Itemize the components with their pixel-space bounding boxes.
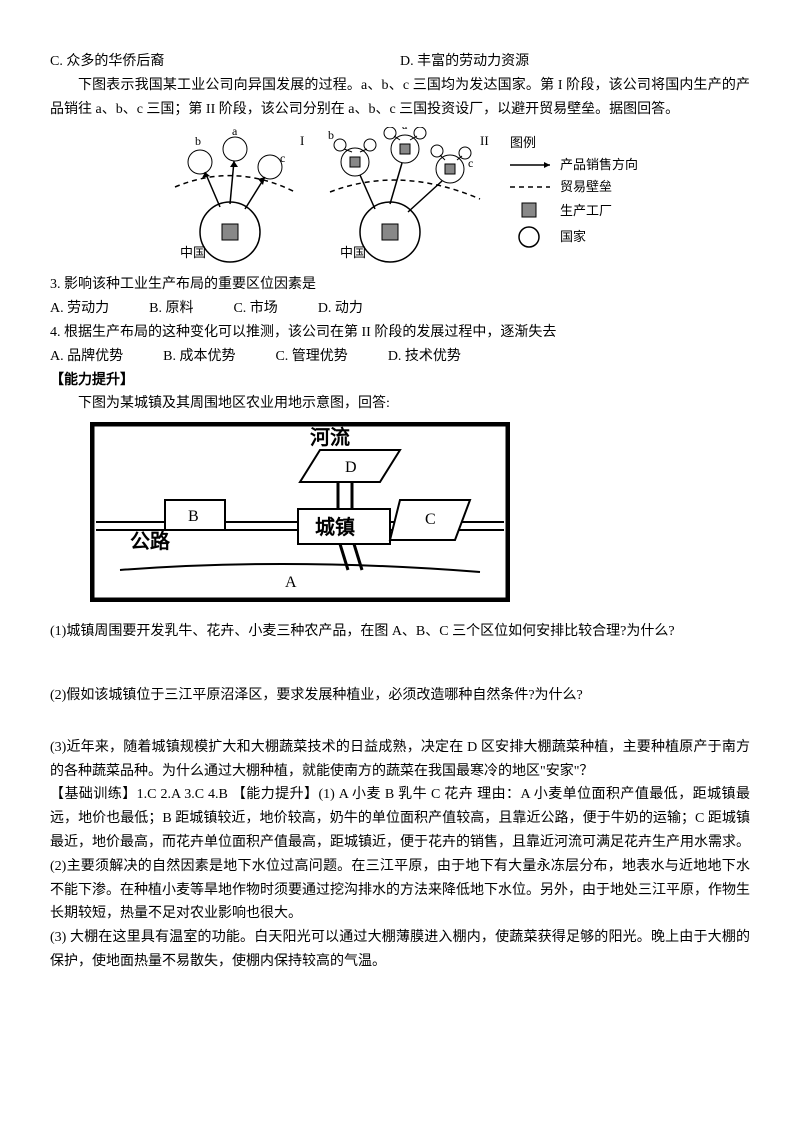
legend: 图例 产品销售方向 贸易壁垒 生产工厂 国家: [510, 135, 638, 247]
q4-d: D. 技术优势: [388, 345, 461, 369]
svg-text:c: c: [468, 156, 473, 170]
svg-text:图例: 图例: [510, 135, 536, 150]
label-china-1: 中国: [180, 245, 206, 260]
option-c: C. 众多的华侨后裔: [50, 50, 400, 74]
q4-a: A. 品牌优势: [50, 345, 123, 369]
q3-options: A. 劳动力 B. 原料 C. 市场 D. 动力: [50, 297, 750, 321]
svg-text:A: A: [285, 574, 297, 591]
option-row-cd: C. 众多的华侨后裔 D. 丰富的劳动力资源: [50, 50, 750, 74]
q4-stem: 4. 根据生产布局的这种变化可以推测，该公司在第 II 阶段的发展过程中，逐渐失…: [50, 321, 750, 345]
subq-1: (1)城镇周围要开发乳牛、花卉、小麦三种农产品，在图 A、B、C 三个区位如何安…: [50, 620, 750, 644]
town-label: 城镇: [315, 515, 355, 539]
svg-text:a: a: [232, 127, 238, 138]
svg-text:II: II: [480, 133, 489, 148]
q3-c: C. 市场: [233, 297, 277, 321]
svg-text:产品销售方向: 产品销售方向: [560, 157, 638, 172]
q3-b: B. 原料: [149, 297, 193, 321]
industry-diagram: 中国 b a c I: [50, 127, 750, 267]
svg-text:C: C: [425, 511, 436, 528]
option-d: D. 丰富的劳动力资源: [400, 50, 750, 74]
q4-b: B. 成本优势: [163, 345, 235, 369]
svg-text:贸易壁垒: 贸易壁垒: [560, 179, 612, 194]
answers-block-2: (3) 大棚在这里具有温室的功能。白天阳光可以通过大棚薄膜进入棚内，使蔬菜获得足…: [50, 926, 750, 974]
stage-2: 中国 b a: [328, 127, 489, 262]
stage-1: 中国 b a c I: [175, 127, 304, 262]
section-heading: 【能力提升】: [50, 369, 750, 393]
q4-c: C. 管理优势: [275, 345, 347, 369]
svg-text:I: I: [300, 133, 304, 148]
q3-a: A. 劳动力: [50, 297, 109, 321]
town-diagram: 河流 D 公路 B 城镇 C A: [90, 422, 750, 602]
svg-text:c: c: [280, 151, 285, 165]
q3-stem: 3. 影响该种工业生产布局的重要区位因素是: [50, 273, 750, 297]
intro-paragraph: 下图表示我国某工业公司向异国发展的过程。a、b、c 三国均为发达国家。第 I 阶…: [50, 74, 750, 122]
svg-text:生产工厂: 生产工厂: [560, 203, 612, 218]
svg-text:D: D: [345, 459, 357, 476]
svg-text:b: b: [195, 134, 201, 148]
q4-options: A. 品牌优势 B. 成本优势 C. 管理优势 D. 技术优势: [50, 345, 750, 369]
svg-text:a: a: [402, 127, 408, 132]
svg-text:b: b: [328, 128, 334, 142]
label-china-2: 中国: [340, 245, 366, 260]
road-label: 公路: [130, 529, 171, 553]
svg-text:B: B: [188, 508, 199, 525]
q3-d: D. 动力: [318, 297, 363, 321]
svg-text:国家: 国家: [560, 229, 586, 244]
document-page: C. 众多的华侨后裔 D. 丰富的劳动力资源 下图表示我国某工业公司向异国发展的…: [0, 0, 800, 1024]
subq-2: (2)假如该城镇位于三江平原沼泽区，要求发展种植业，必须改造哪种自然条件?为什么…: [50, 684, 750, 708]
answers-block: 【基础训练】1.C 2.A 3.C 4.B 【能力提升】(1) A 小麦 B 乳…: [50, 783, 750, 926]
river-label: 河流: [310, 425, 350, 449]
subq-3: (3)近年来，随着城镇规模扩大和大棚蔬菜技术的日益成熟，决定在 D 区安排大棚蔬…: [50, 736, 750, 784]
section-intro: 下图为某城镇及其周围地区农业用地示意图，回答:: [50, 392, 750, 416]
